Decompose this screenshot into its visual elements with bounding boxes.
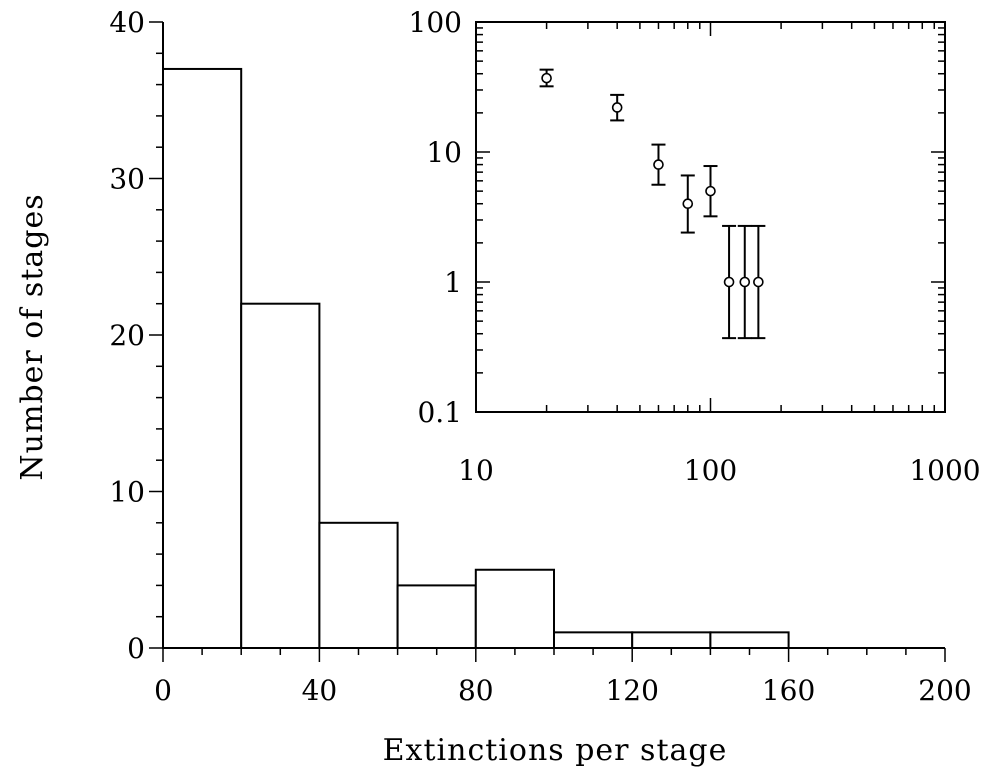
histogram-bar — [476, 570, 554, 648]
x-tick-label: 160 — [762, 674, 815, 707]
data-point — [683, 199, 692, 208]
data-point — [725, 278, 734, 287]
x-axis-label: Extinctions per stage — [383, 733, 728, 768]
histogram-chart: 0 40 80 120 160 200 0 10 20 30 40 — [109, 6, 971, 707]
inset-y-tick-label: 10 — [426, 136, 462, 169]
data-point — [754, 278, 763, 287]
inset-y-tick-label: 0.1 — [417, 396, 462, 429]
data-point — [740, 278, 749, 287]
data-point — [654, 160, 663, 169]
histogram-bar — [163, 69, 241, 648]
y-tick-label: 40 — [109, 6, 145, 39]
inset-loglog-chart: 10 100 1000 0.1 1 10 100 — [409, 6, 981, 487]
inset-y-tick-label: 100 — [409, 6, 462, 39]
inset-x-tick-label: 100 — [684, 454, 737, 487]
data-point — [613, 103, 622, 112]
x-tick-label: 80 — [458, 674, 494, 707]
histogram-bar — [632, 632, 710, 648]
x-tick-label: 40 — [302, 674, 338, 707]
data-point — [706, 187, 715, 196]
y-tick-label: 30 — [109, 163, 145, 196]
y-tick-label: 10 — [109, 476, 145, 509]
histogram-bar — [319, 523, 397, 648]
x-tick-label: 120 — [605, 674, 658, 707]
histogram-bar — [710, 632, 788, 648]
y-axis-label: Number of stages — [15, 193, 50, 480]
x-tick-label: 0 — [154, 674, 172, 707]
data-point — [542, 74, 551, 83]
y-tick-label: 20 — [109, 319, 145, 352]
histogram-bar — [398, 585, 476, 648]
x-tick-label: 200 — [918, 674, 971, 707]
histogram-bar — [554, 632, 632, 648]
histogram-bar — [241, 304, 319, 648]
inset-x-tick-label: 10 — [458, 454, 494, 487]
inset-x-tick-label: 1000 — [909, 454, 980, 487]
inset-y-tick-label: 1 — [444, 266, 462, 299]
y-tick-label: 0 — [127, 632, 145, 665]
